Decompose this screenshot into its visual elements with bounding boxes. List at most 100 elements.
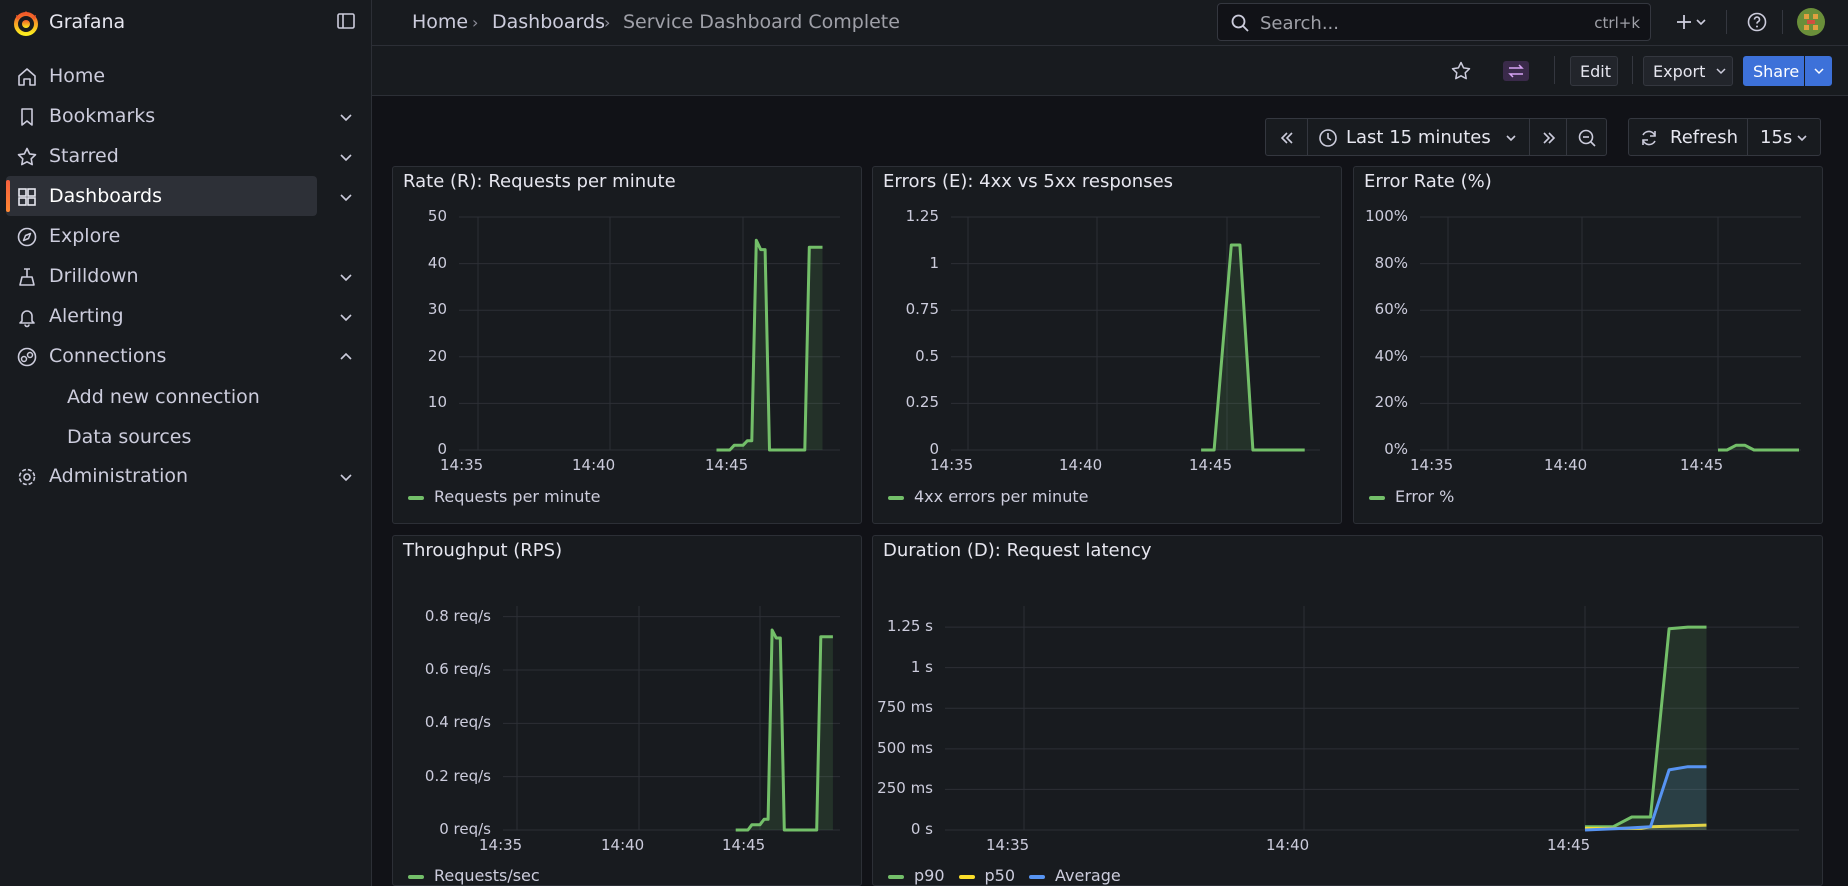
chart-legend: p90 p50 Average bbox=[888, 866, 1135, 885]
y-tick-label: 80% bbox=[1374, 253, 1408, 272]
panel-title[interactable]: Throughput (RPS) bbox=[403, 540, 563, 561]
user-avatar-icon[interactable] bbox=[1796, 7, 1826, 37]
angle-double-right-icon bbox=[1543, 132, 1556, 144]
x-tick-label: 14:35 bbox=[1410, 456, 1454, 474]
search-input[interactable]: Search... ctrl+k bbox=[1217, 3, 1651, 41]
sidebar-item-alerting[interactable]: Alerting bbox=[6, 296, 352, 336]
chevron-down-icon bbox=[1814, 68, 1824, 75]
compass-icon bbox=[17, 227, 37, 247]
y-tick-label: 750 ms bbox=[877, 698, 933, 717]
y-tick-label: 0 s bbox=[910, 820, 933, 838]
panel-title[interactable]: Errors (E): 4xx vs 5xx responses bbox=[883, 171, 1174, 192]
brand: Grafana bbox=[0, 0, 372, 44]
panel-rate[interactable]: Rate (R): Requests per minute 0 10 20 30 40 50… bbox=[392, 166, 862, 524]
sidebar-item-home[interactable]: Home bbox=[6, 56, 317, 96]
breadcrumb-dashboards[interactable]: Dashboards bbox=[492, 11, 605, 33]
add-new-icon[interactable] bbox=[1672, 11, 1708, 33]
chevron-down-icon[interactable] bbox=[339, 150, 353, 164]
legend-item[interactable]: Error % bbox=[1369, 487, 1454, 506]
y-tick-label: 0% bbox=[1384, 440, 1408, 458]
chevron-up-icon[interactable] bbox=[339, 350, 353, 364]
legend-item[interactable]: p50 bbox=[958, 866, 1015, 885]
refresh-button[interactable]: Refresh bbox=[1628, 118, 1748, 156]
series-area-requests-sec bbox=[735, 630, 833, 830]
bell-icon bbox=[19, 310, 35, 328]
chevron-down-icon[interactable] bbox=[339, 470, 353, 484]
chart-legend: Requests per minute bbox=[408, 487, 615, 506]
series-area-p90 bbox=[1585, 627, 1707, 830]
chart-plot-area[interactable] bbox=[873, 167, 1342, 524]
refresh-interval-picker[interactable]: 15s bbox=[1747, 118, 1821, 156]
chart-plot-area[interactable] bbox=[393, 536, 862, 886]
y-tick-label: 1.25 bbox=[905, 207, 939, 225]
y-tick-label: 0.5 bbox=[915, 346, 939, 365]
chevron-down-icon[interactable] bbox=[339, 190, 353, 204]
dock-menu-icon[interactable] bbox=[336, 11, 356, 31]
sidebar-item-bookmarks[interactable]: Bookmarks bbox=[6, 96, 352, 136]
y-tick-label: 50 bbox=[427, 207, 447, 225]
legend-label: Requests per minute bbox=[434, 487, 601, 506]
grafana-logo-icon[interactable] bbox=[12, 9, 40, 37]
star-icon bbox=[17, 147, 37, 166]
export-button[interactable]: Export bbox=[1643, 56, 1733, 86]
divider bbox=[1726, 10, 1727, 34]
home-icon bbox=[18, 68, 36, 86]
chart-plot-area[interactable] bbox=[873, 536, 1823, 886]
sidebar-item-administration[interactable]: Administration bbox=[6, 456, 352, 496]
legend-item[interactable]: Average bbox=[1029, 866, 1121, 885]
chevron-down-icon[interactable] bbox=[339, 270, 353, 284]
star-icon[interactable] bbox=[1450, 60, 1472, 82]
edit-button[interactable]: Edit bbox=[1570, 56, 1618, 86]
legend-swatch bbox=[958, 874, 975, 879]
chart-plot-area[interactable] bbox=[393, 167, 862, 524]
sidebar-item-label: Administration bbox=[49, 465, 189, 487]
panel-title[interactable]: Duration (D): Request latency bbox=[883, 540, 1152, 561]
legend-item[interactable]: 4xx errors per minute bbox=[888, 487, 1088, 506]
sidebar-item-drilldown[interactable]: Drilldown bbox=[6, 256, 352, 296]
legend-swatch bbox=[408, 874, 424, 879]
zoom-out-icon bbox=[1578, 129, 1596, 147]
compare-badge[interactable] bbox=[1503, 61, 1529, 81]
sidebar-subitem-data-sources[interactable]: Data sources bbox=[67, 426, 192, 448]
sidebar-item-starred[interactable]: Starred bbox=[6, 136, 352, 176]
legend-item[interactable]: Requests per minute bbox=[408, 487, 601, 506]
x-tick-label: 14:40 bbox=[1266, 836, 1310, 854]
share-button[interactable]: Share bbox=[1743, 56, 1804, 86]
y-tick-label: 1.25 s bbox=[887, 617, 933, 636]
sidebar-item-connections[interactable]: Connections bbox=[6, 336, 352, 376]
angle-double-left-icon bbox=[1280, 132, 1293, 144]
time-shift-forward-button[interactable] bbox=[1529, 118, 1567, 156]
breadcrumb-home[interactable]: Home bbox=[412, 11, 469, 33]
panel-errors[interactable]: Errors (E): 4xx vs 5xx responses 0 0.25 0.5… bbox=[872, 166, 1342, 524]
panel-errrate[interactable]: Error Rate (%) 0% 20% 40% 60% 80% 100% 14:35 14:… bbox=[1353, 166, 1823, 524]
sidebar-item-dashboards[interactable]: Dashboards bbox=[6, 176, 352, 216]
apps-icon bbox=[18, 188, 36, 206]
panel-title[interactable]: Error Rate (%) bbox=[1364, 171, 1492, 192]
search-placeholder: Search... bbox=[1260, 13, 1340, 34]
panel-title[interactable]: Rate (R): Requests per minute bbox=[403, 171, 676, 192]
y-tick-label: 0.6 req/s bbox=[424, 660, 491, 678]
share-dropdown-button[interactable] bbox=[1805, 56, 1832, 86]
zoom-out-button[interactable] bbox=[1566, 118, 1607, 156]
x-tick-label: 14:35 bbox=[986, 836, 1030, 854]
time-range-picker[interactable]: Last 15 minutes bbox=[1307, 118, 1530, 156]
chevron-down-icon[interactable] bbox=[339, 110, 353, 124]
sidebar-item-explore[interactable]: Explore bbox=[6, 216, 317, 256]
series-line-average bbox=[1584, 765, 1707, 832]
legend-item[interactable]: Requests/sec bbox=[408, 866, 540, 885]
panel-duration[interactable]: Duration (D): Request latency 0 s 250 ms 50… bbox=[872, 535, 1823, 886]
sidebar-subitem-add-new-connection[interactable]: Add new connection bbox=[67, 386, 260, 408]
panel-throughput[interactable]: Throughput (RPS) 0 req/s 0.2 req/s 0.4 req/… bbox=[392, 535, 862, 886]
sidebar-item-label: Dashboards bbox=[49, 185, 162, 207]
y-tick-label: 500 ms bbox=[877, 738, 933, 757]
time-shift-back-button[interactable] bbox=[1265, 118, 1308, 156]
x-tick-label: 14:45 bbox=[705, 456, 749, 474]
help-icon[interactable] bbox=[1746, 11, 1768, 33]
y-tick-label: 0.4 req/s bbox=[424, 713, 491, 732]
y-tick-label: 0.8 req/s bbox=[424, 606, 491, 625]
chart-plot-area[interactable] bbox=[1354, 167, 1823, 524]
chevron-down-icon[interactable] bbox=[339, 310, 353, 324]
sidebar-item-label: Explore bbox=[49, 225, 121, 247]
y-tick-label: 1 s bbox=[910, 657, 933, 676]
legend-item[interactable]: p90 bbox=[888, 866, 945, 885]
